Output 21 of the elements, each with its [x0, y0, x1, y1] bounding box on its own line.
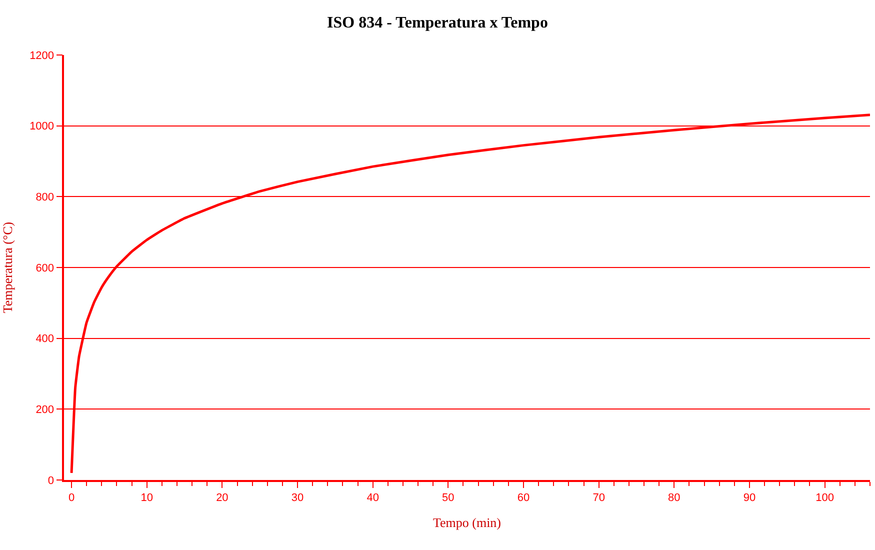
x-tick-label: 60	[517, 492, 530, 504]
y-tick-label: 400	[36, 333, 54, 346]
y-tick-label: 800	[36, 192, 54, 204]
x-tick-label: 100	[816, 492, 834, 504]
x-tick-label: 50	[442, 492, 454, 504]
x-tick-label: 40	[366, 492, 379, 504]
chart-title: ISO 834 - Temperatura x Tempo	[327, 14, 548, 32]
x-tick-label: 0	[68, 492, 75, 504]
x-tick-label: 80	[668, 492, 680, 504]
y-tick-label: 0	[48, 474, 54, 487]
y-tick-label: 1000	[30, 120, 54, 133]
y-tick-label: 1200	[30, 50, 54, 62]
y-tick-label: 600	[36, 262, 54, 274]
x-tick-label: 20	[216, 492, 228, 504]
x-axis-title: Tempo (min)	[432, 515, 502, 530]
y-tick-label: 200	[36, 404, 54, 416]
y-axis-title: Temperatura (°C)	[0, 222, 15, 314]
x-tick-label: 10	[140, 492, 153, 504]
x-tick-label: 30	[291, 492, 304, 504]
x-tick-label: 90	[743, 492, 756, 504]
x-tick-label: 70	[592, 492, 605, 504]
